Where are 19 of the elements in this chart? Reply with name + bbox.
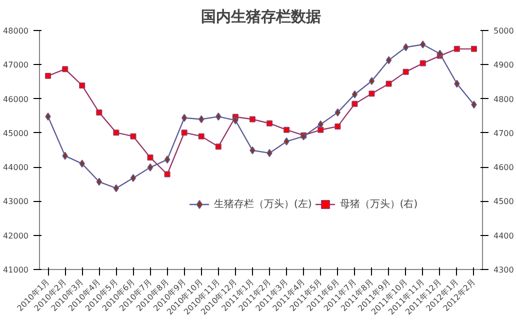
y2-tick-label: 5000 [494, 26, 514, 36]
y-tick-label: 47000 [3, 60, 29, 70]
legend-label: 生猪存栏（万头）(左) [214, 198, 312, 211]
y2-tick-label: 4700 [494, 128, 514, 138]
y-tick-label: 44000 [3, 163, 29, 172]
y2-tick-label: 4500 [494, 197, 514, 206]
y-tick-label: 42000 [3, 231, 29, 240]
y2-tick-label: 4600 [494, 163, 514, 172]
legend-label: 母猪（万头）(右) [340, 198, 418, 211]
y-tick-label: 46000 [3, 94, 29, 104]
y-tick-label: 48000 [3, 26, 29, 36]
y-tick-label: 41000 [3, 266, 29, 274]
y2-tick-label: 4900 [494, 60, 514, 70]
y2-tick-label: 4300 [494, 266, 514, 274]
y2-tick-label: 4400 [494, 231, 514, 240]
chart-title: 国内生猪存栏数据 [201, 8, 321, 26]
y-tick-label: 43000 [3, 197, 29, 206]
y-tick-label: 45000 [3, 128, 29, 138]
y2-tick-label: 4800 [494, 94, 514, 104]
